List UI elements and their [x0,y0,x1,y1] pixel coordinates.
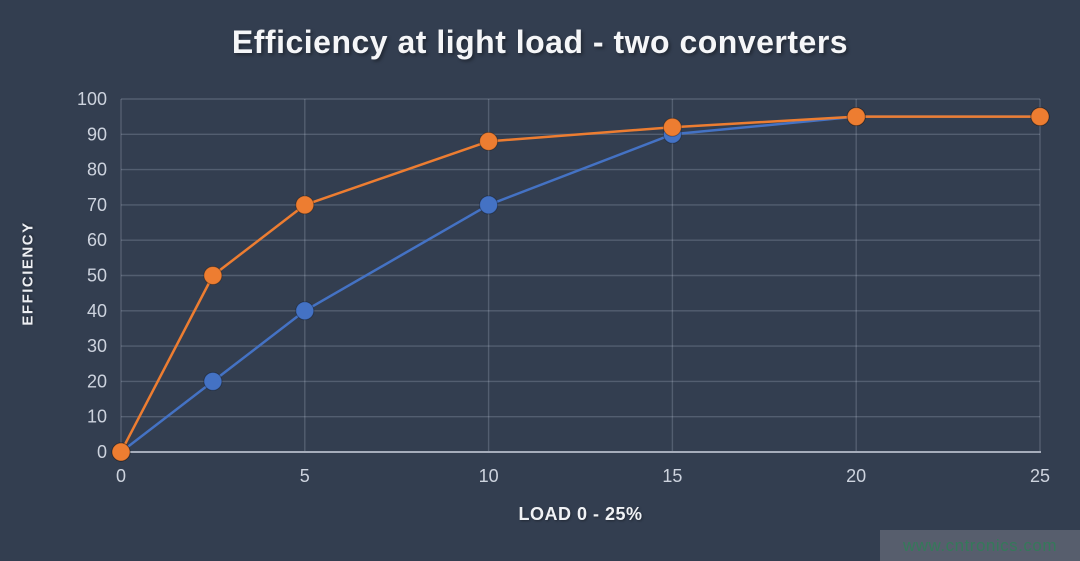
y-tick-label: 0 [97,442,107,462]
x-tick-label: 5 [300,466,310,486]
x-tick-label: 20 [846,466,866,486]
x-tick-label: 25 [1030,466,1050,486]
data-point-converter-1-orange [846,107,866,127]
chart-title: Efficiency at light load - two converter… [231,24,849,60]
series-line-converter-2-blue [119,115,1042,454]
y-tick-label: 80 [87,160,107,180]
data-point-converter-2-blue [203,371,223,391]
data-point-converter-1-orange [662,117,682,137]
series-line-converter-1-orange [119,115,1042,454]
data-point-converter-1-orange [295,195,315,215]
data-point-converter-1-orange [111,442,131,462]
data-point-converter-1-orange [203,266,223,285]
x-axis-title: LOAD 0 - 25% [518,504,643,524]
y-tick-label: 20 [87,371,107,391]
y-tick-label: 40 [87,301,107,321]
y-tick-label: 70 [87,195,107,215]
x-tick-label: 15 [662,466,682,486]
y-tick-label: 90 [87,124,107,144]
y-tick-label: 50 [87,266,107,286]
data-point-converter-2-blue [479,195,499,215]
data-point-converter-2-blue [295,301,315,321]
y-tick-label: 10 [87,407,107,427]
data-point-converter-1-orange [479,131,499,151]
y-tick-label: 30 [87,336,107,356]
watermark: www.cntronics.com [880,530,1080,561]
data-point-converter-1-orange [1030,107,1050,127]
y-tick-label: 60 [87,230,107,250]
x-tick-label: 10 [479,466,499,486]
x-tick-label: 0 [116,466,126,486]
y-tick-label: 100 [77,89,107,109]
